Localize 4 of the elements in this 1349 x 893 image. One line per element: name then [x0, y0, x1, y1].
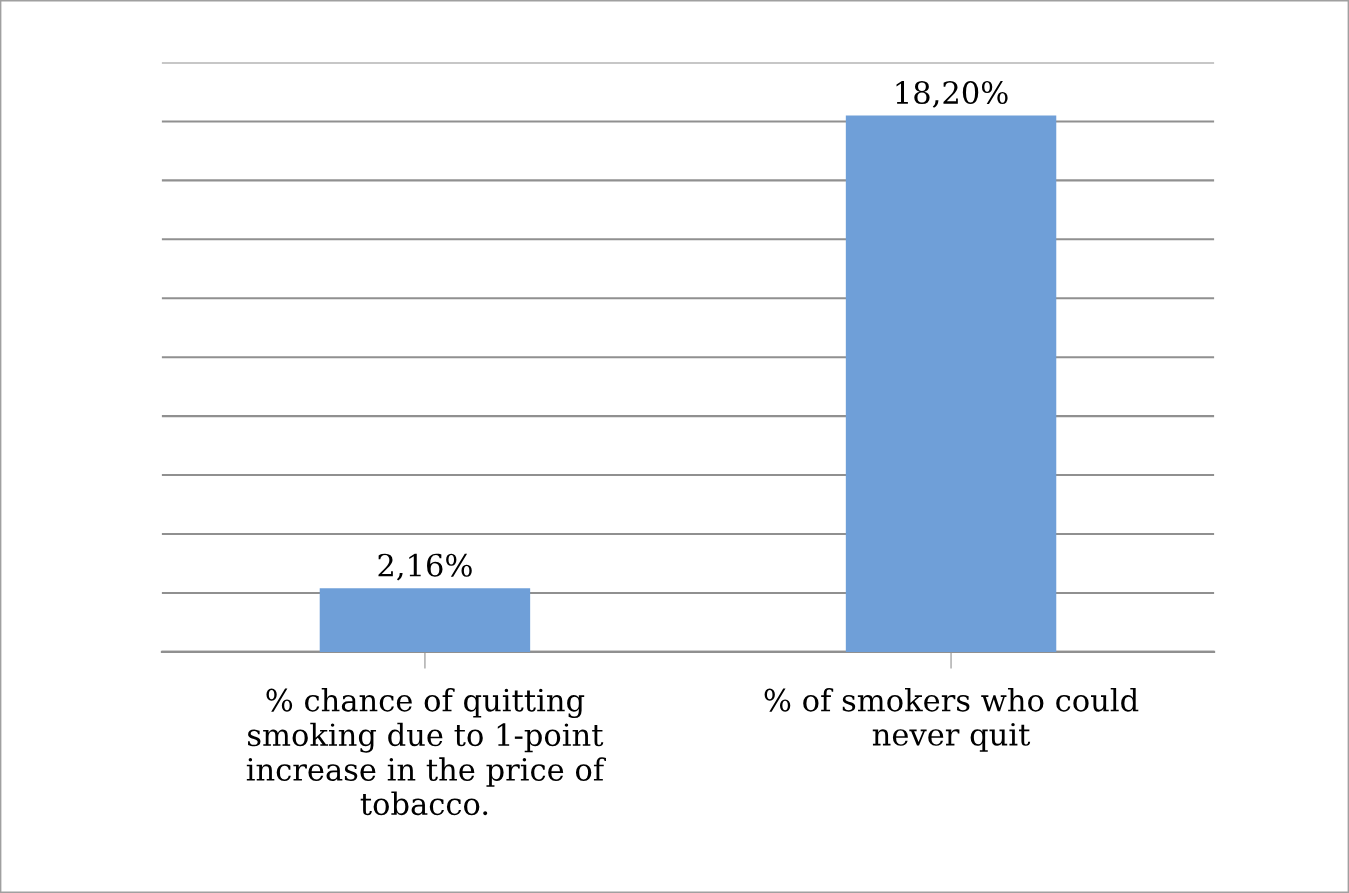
data-label: 18,20% [896, 80, 1008, 108]
x-tick-label: % of smokers who could never quit [764, 688, 1139, 752]
x-tick-label: % chance of quitting smoking due to 1-point increase in the price of tobacco. [246, 688, 606, 816]
data-label: 2,16% [378, 553, 472, 581]
